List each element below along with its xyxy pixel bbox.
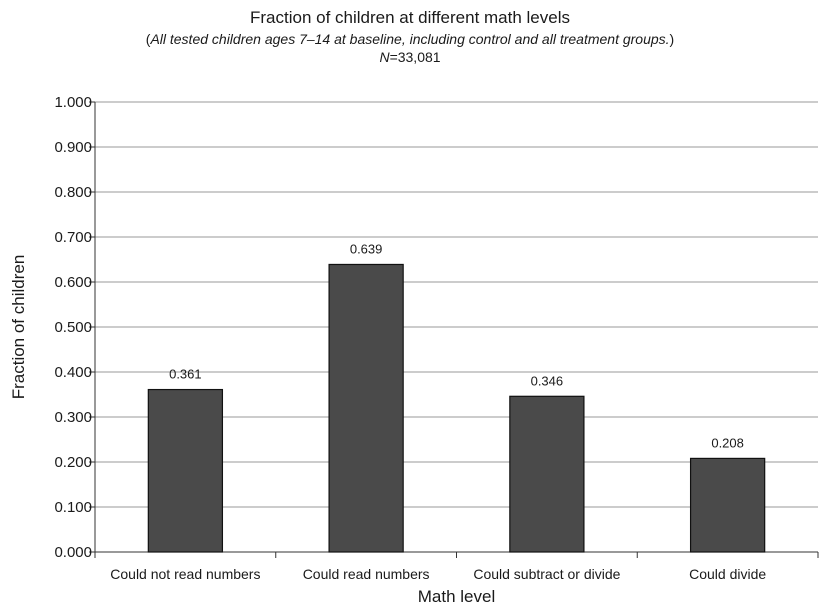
- y-tick-label: 1.000: [54, 94, 92, 111]
- x-category-label: Could not read numbers: [110, 566, 260, 582]
- y-tick-label: 0.300: [54, 409, 92, 426]
- bar-value-label: 0.346: [531, 373, 564, 388]
- chart-title: Fraction of children at different math l…: [249, 8, 570, 27]
- bar-value-label: 0.361: [169, 367, 202, 382]
- bar: [509, 395, 585, 553]
- subtitle-text: All tested children ages 7–14 at baselin…: [150, 31, 670, 47]
- sample-size-symbol: N: [379, 49, 390, 65]
- chart-title-block: Fraction of children at different math l…: [0, 8, 820, 66]
- y-tick-label: 0.200: [54, 454, 92, 471]
- bar-value-label: 0.208: [711, 435, 744, 450]
- subtitle-close-paren: ): [669, 31, 675, 47]
- x-category-label: Could divide: [689, 566, 766, 582]
- x-axis-title: Math level: [418, 587, 495, 606]
- bar-value-label: 0.639: [350, 241, 383, 256]
- y-tick-label: 0.400: [54, 364, 92, 381]
- x-category-label: Could subtract or divide: [473, 566, 620, 582]
- y-tick-label: 0.800: [54, 184, 92, 201]
- chart-subtitle: (All tested children ages 7–14 at baseli…: [0, 30, 820, 48]
- subtitle-open-paren: (: [145, 31, 151, 47]
- y-tick-label: 0.500: [54, 319, 92, 336]
- x-category-label: Could read numbers: [303, 566, 430, 582]
- y-tick-label: 0.600: [54, 274, 92, 291]
- bar: [328, 263, 404, 553]
- sample-size: N=33,081: [0, 48, 820, 66]
- bar: [689, 457, 766, 553]
- y-tick-label: 0.100: [54, 499, 92, 516]
- y-tick-label: 0.000: [54, 544, 92, 561]
- y-tick-label: 0.900: [54, 139, 92, 156]
- bar: [147, 388, 224, 553]
- y-axis-title: Fraction of children: [9, 255, 28, 400]
- y-tick-label: 0.700: [54, 229, 92, 246]
- sample-size-value: =33,081: [389, 49, 441, 65]
